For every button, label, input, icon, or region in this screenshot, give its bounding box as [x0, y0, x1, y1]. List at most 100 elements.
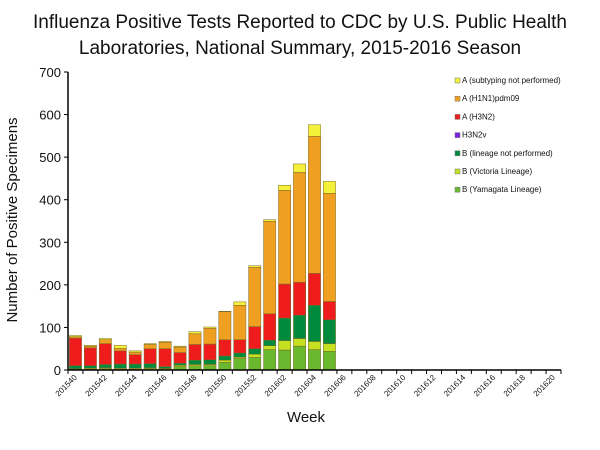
bar-segment: [158, 366, 172, 369]
bar-segment: [308, 124, 321, 137]
y-tick-label: 300: [39, 235, 61, 250]
x-tick-label: 201602: [263, 373, 289, 399]
bar-segment: [233, 358, 247, 371]
bar-segment: [128, 350, 142, 353]
x-tick-label: 201604: [293, 373, 319, 399]
bar-segment: [263, 313, 277, 341]
bar-segment: [173, 345, 187, 348]
bar-segment: [263, 345, 277, 350]
bar-segment: [278, 283, 291, 319]
legend-item: B (Victoria Lineage): [454, 167, 532, 176]
bar-segment: [113, 350, 127, 365]
bar-segment: [188, 359, 202, 365]
bar-segment: [308, 136, 321, 274]
bar-segment: [278, 349, 291, 371]
bar-segment: [203, 328, 217, 345]
y-tick-label: 0: [54, 363, 61, 378]
legend: A (subtyping not performed) A (H1N1)pdm09…: [454, 76, 561, 194]
x-tick-label: 201542: [84, 373, 110, 399]
bar-segment: [188, 344, 202, 361]
bar-segment: [69, 335, 82, 338]
x-tick-label: 201546: [143, 373, 169, 399]
bar-segment: [323, 181, 336, 194]
bars: [69, 124, 336, 371]
x-tick-label: 201614: [442, 373, 468, 399]
bar-segment: [218, 355, 232, 361]
bar-segment: [128, 351, 142, 355]
bar-segment: [143, 363, 157, 369]
bar-segment: [98, 338, 112, 341]
bar-segment: [143, 343, 157, 345]
legend-item: H3N2v: [454, 131, 486, 140]
bar-segment: [248, 265, 262, 268]
bar-segment: [84, 347, 97, 366]
x-tick-label: 201552: [233, 373, 259, 399]
x-tick-label: 201620: [532, 373, 558, 399]
bar-segment: [188, 331, 202, 335]
bar-segment: [263, 339, 277, 346]
legend-swatch: [454, 114, 461, 120]
legend-label: A (H1N1)pdm09: [462, 94, 520, 103]
y-tick-label: 400: [39, 193, 61, 208]
bar-segment: [293, 282, 306, 316]
bar-segment: [203, 343, 217, 361]
bar-segment: [293, 314, 306, 339]
legend-swatch: [454, 132, 461, 138]
legend-swatch: [454, 150, 461, 157]
bar-segment: [263, 219, 277, 222]
bar-segment: [84, 345, 97, 347]
legend-item: A (H3N2): [454, 112, 495, 121]
legend-swatch: [454, 95, 461, 102]
legend-label: B (lineage not performed): [462, 149, 553, 158]
bar-segment: [308, 349, 321, 371]
legend-item: B (lineage not performed): [454, 149, 553, 158]
x-axis-label: Week: [287, 409, 326, 426]
bar-segment: [203, 359, 217, 365]
y-axis-label: Number of Positive Specimens: [4, 117, 21, 322]
bar-segment: [173, 362, 187, 366]
bar-segment: [98, 343, 112, 365]
legend-swatch: [454, 168, 461, 175]
legend-item: A (subtyping not performed): [454, 76, 561, 85]
x-tick-label: 201550: [203, 373, 229, 399]
bar-segment: [84, 345, 97, 349]
bar-segment: [323, 343, 336, 352]
bar-segment: [69, 337, 82, 366]
legend-label: A (subtyping not performed): [462, 76, 561, 85]
bar-segment: [143, 344, 157, 349]
bar-segment: [323, 301, 336, 321]
bar-segment: [84, 365, 97, 369]
bar-segment: [278, 317, 291, 341]
legend-label: B (Yamagata Lineage): [462, 185, 542, 194]
legend-label: H3N2v: [462, 131, 486, 140]
bar-segment: [233, 339, 247, 354]
bar-segment: [323, 193, 336, 302]
bar-segment: [158, 342, 172, 349]
legend-label: A (H3N2): [462, 112, 495, 121]
legend-label: B (Victoria Lineage): [462, 167, 532, 176]
bar-segment: [308, 273, 321, 306]
bar-segment: [233, 301, 247, 306]
x-tick-label: 201616: [472, 373, 498, 399]
legend-item: B (Yamagata Lineage): [454, 185, 542, 194]
bar-segment: [203, 326, 217, 329]
bar-segment: [113, 363, 127, 369]
bar-segment: [173, 352, 187, 364]
x-tick-label: 201608: [352, 373, 378, 399]
bar-segment: [98, 339, 112, 344]
bar-segment: [218, 339, 232, 357]
x-tick-label: 201606: [323, 373, 349, 399]
y-tick-label: 700: [39, 65, 61, 80]
bar-segment: [248, 348, 262, 355]
bar-segment: [113, 345, 127, 349]
bar-segment: [293, 163, 306, 173]
bar-segment: [248, 326, 262, 349]
x-tick-label: 201544: [113, 373, 139, 399]
y-tick-label: 500: [39, 150, 61, 165]
bar-segment: [323, 351, 336, 371]
y-tick-label: 100: [39, 320, 61, 335]
bar-segment: [218, 311, 232, 341]
bar-segment: [278, 190, 291, 285]
y-tick-label: 200: [39, 278, 61, 293]
bar-segment: [218, 359, 232, 363]
